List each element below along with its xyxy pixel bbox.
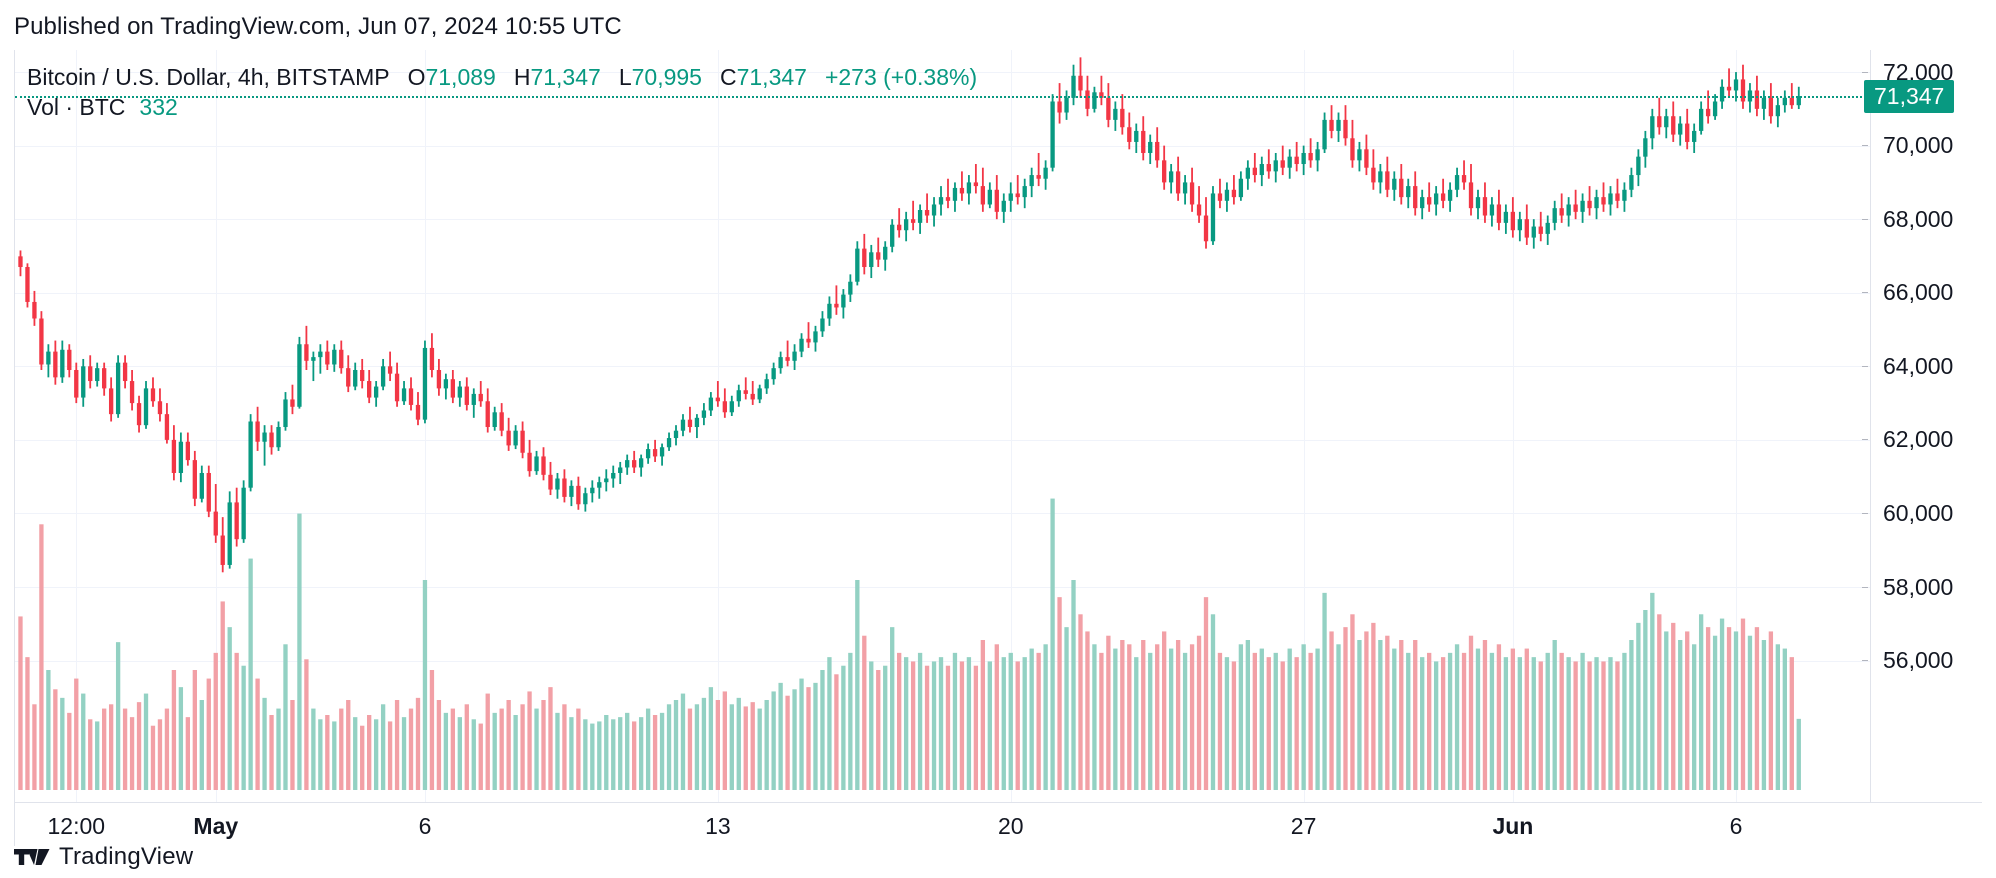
chart-pane[interactable] — [15, 50, 1870, 802]
price-axis-tick-label: 56,000 — [1883, 647, 1954, 674]
price-axis-tick-label: 70,000 — [1883, 132, 1954, 159]
tick-dash — [1862, 512, 1868, 514]
time-axis-tick-label: 6 — [1729, 813, 1743, 839]
gridline-horizontal — [15, 219, 1870, 221]
tick-dash — [1862, 660, 1868, 662]
gridline-vertical — [717, 50, 719, 802]
tradingview-footer: TradingView — [14, 843, 193, 871]
time-axis[interactable]: 12:00 May 6 13 20 27 Jun 6 — [14, 802, 1982, 846]
time-axis-tick-label: 27 — [1290, 813, 1317, 839]
gridline-horizontal — [15, 145, 1870, 147]
gridline-horizontal — [15, 72, 1870, 74]
tick-dash — [1862, 218, 1868, 220]
price-axis-tick-label: 62,000 — [1883, 426, 1954, 453]
published-caption: Published on TradingView.com, Jun 07, 20… — [14, 13, 622, 40]
time-axis-tick-label: May — [193, 813, 239, 839]
gridline-vertical — [1010, 50, 1012, 802]
price-axis-tick-label: 72,000 — [1883, 58, 1954, 85]
time-axis-tick-label: Jun — [1492, 813, 1534, 839]
gridline-vertical — [1303, 50, 1305, 802]
tick-dash — [1862, 145, 1868, 147]
tradingview-wordmark: TradingView — [59, 843, 194, 870]
candlestick-series — [18, 57, 1801, 790]
time-axis-tick-label: 12:00 — [47, 813, 106, 839]
tick-dash — [1862, 365, 1868, 367]
gridline-vertical — [215, 50, 217, 802]
chart-frame: Bitcoin / U.S. Dollar, 4h, BITSTAMP O71,… — [14, 50, 1982, 802]
tradingview-logo-icon — [14, 849, 50, 865]
gridline-horizontal — [15, 439, 1870, 441]
time-axis-tick-label: 6 — [418, 813, 432, 839]
tick-dash — [1862, 71, 1868, 73]
price-axis-tick-label: 58,000 — [1883, 573, 1954, 600]
price-axis-tick-label: 68,000 — [1883, 205, 1954, 232]
gridline-vertical — [425, 50, 426, 802]
gridline-vertical — [1736, 50, 1737, 802]
tick-dash — [1862, 439, 1868, 441]
tick-dash — [1862, 586, 1868, 588]
time-axis-tick-label: 20 — [998, 813, 1024, 839]
last-price-badge[interactable]: 71,347 — [1864, 80, 1955, 114]
gridline-horizontal — [15, 513, 1870, 515]
gridline-vertical — [1512, 50, 1514, 802]
time-axis-tick-label: 13 — [705, 813, 731, 839]
gridline-vertical — [76, 50, 78, 802]
last-price-line — [15, 96, 1870, 99]
price-axis-tick-label: 60,000 — [1883, 499, 1954, 526]
gridline-horizontal — [15, 366, 1870, 368]
price-axis-tick-label: 64,000 — [1883, 352, 1954, 379]
price-axis[interactable]: 72,000 70,000 68,000 66,000 64,000 62,000 60,0… — [1862, 50, 1983, 802]
tick-dash — [1862, 292, 1868, 294]
gridline-horizontal — [15, 587, 1870, 588]
gridline-horizontal — [15, 292, 1870, 294]
price-axis-tick-label: 66,000 — [1883, 279, 1954, 306]
